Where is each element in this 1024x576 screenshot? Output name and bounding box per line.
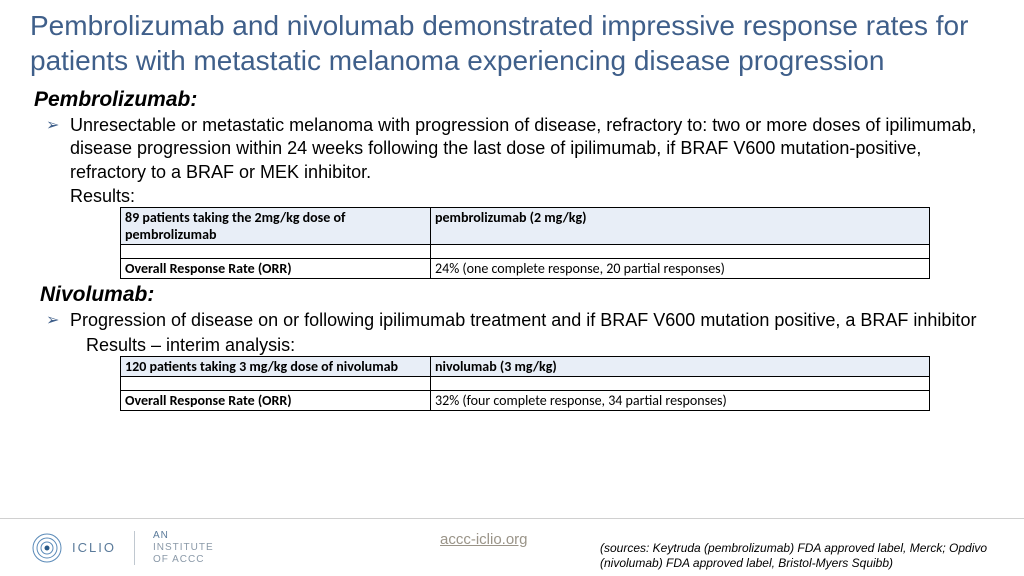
pembro-t-r1c2: pembrolizumab (2 mg/kg) — [431, 208, 930, 245]
pembro-table: 89 patients taking the 2mg/kg dose of pe… — [120, 207, 930, 279]
pembro-bullet: ➢ Unresectable or metastatic melanoma wi… — [30, 114, 994, 184]
slide-body: Pembrolizumab and nivolumab demonstrated… — [0, 0, 1024, 411]
bullet-arrow-icon: ➢ — [46, 311, 59, 332]
nivo-t-r1c1: 120 patients taking 3 mg/kg dose of nivo… — [121, 356, 431, 376]
slide-title: Pembrolizumab and nivolumab demonstrated… — [30, 8, 994, 78]
table-spacer — [431, 376, 930, 390]
pembro-t-r1c1: 89 patients taking the 2mg/kg dose of pe… — [121, 208, 431, 245]
pembro-heading: Pembrolizumab: — [30, 88, 994, 112]
table-spacer — [121, 376, 431, 390]
pembro-t-r2c2: 24% (one complete response, 20 partial r… — [431, 259, 930, 279]
nivo-bullet-text: Progression of disease on or following i… — [70, 310, 976, 330]
footer-sources: (sources: Keytruda (pembrolizumab) FDA a… — [600, 541, 1020, 570]
inst-line2: INSTITUTE — [153, 542, 214, 553]
nivo-heading: Nivolumab: — [30, 283, 994, 307]
bullet-arrow-icon: ➢ — [46, 116, 59, 137]
table-spacer — [431, 245, 930, 259]
inst-line1: AN — [153, 530, 169, 541]
logo-separator — [134, 531, 135, 565]
nivo-table: 120 patients taking 3 mg/kg dose of nivo… — [120, 356, 930, 411]
pembro-results-label: Results: — [30, 186, 994, 207]
logo-institute: AN INSTITUTE OF ACCC — [153, 530, 214, 566]
nivo-bullet: ➢ Progression of disease on or following… — [30, 309, 994, 332]
footer: ICLIO AN INSTITUTE OF ACCC accc-iclio.or… — [0, 518, 1024, 576]
logo-text: ICLIO — [72, 540, 116, 555]
footer-url: accc-iclio.org — [440, 531, 528, 548]
pembro-t-r2c1: Overall Response Rate (ORR) — [121, 259, 431, 279]
logo-block: ICLIO AN INSTITUTE OF ACCC — [0, 530, 214, 566]
nivo-t-r2c1: Overall Response Rate (ORR) — [121, 390, 431, 410]
nivo-results-label: Results – interim analysis: — [30, 335, 994, 356]
pembro-bullet-text: Unresectable or metastatic melanoma with… — [70, 115, 976, 182]
table-spacer — [121, 245, 431, 259]
nivo-t-r2c2: 32% (four complete response, 34 partial … — [431, 390, 930, 410]
inst-line3: OF ACCC — [153, 554, 204, 565]
nivo-t-r1c2: nivolumab (3 mg/kg) — [431, 356, 930, 376]
logo-icon — [30, 531, 64, 565]
